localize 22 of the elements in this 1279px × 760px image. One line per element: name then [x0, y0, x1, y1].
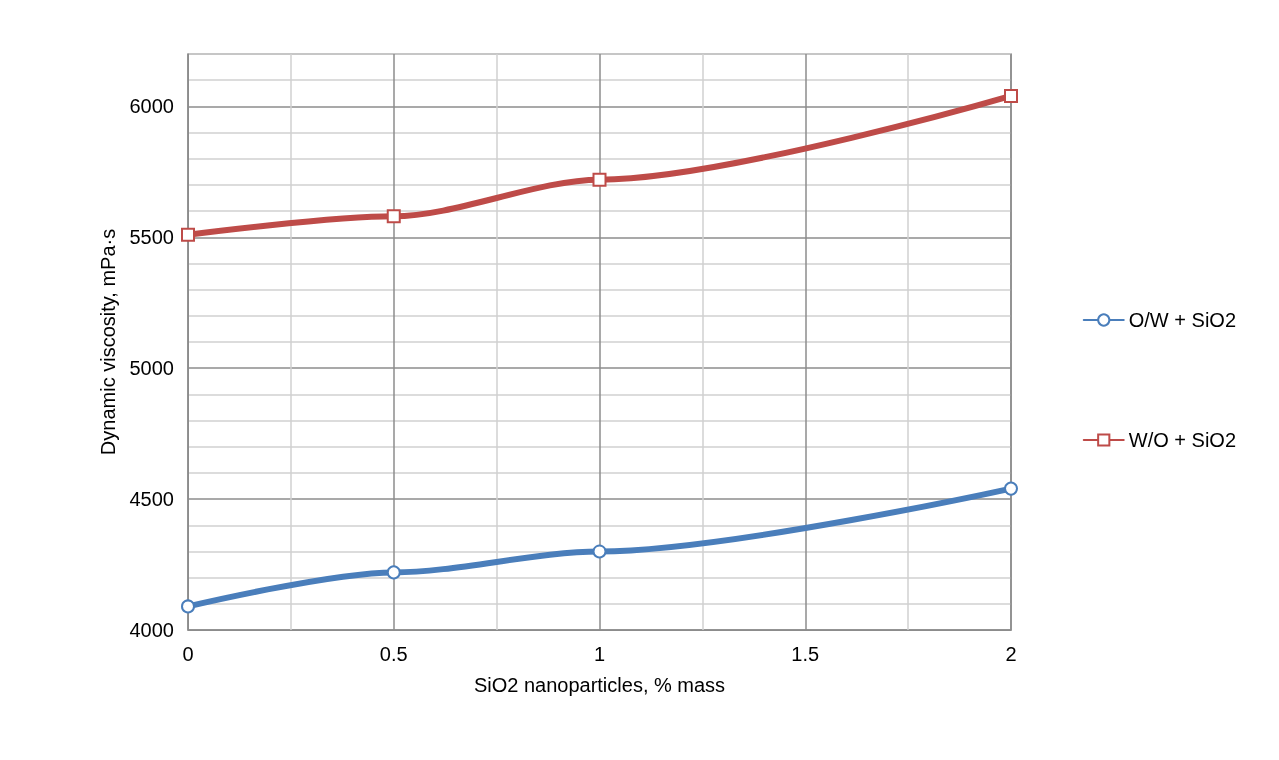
point [386, 565, 401, 580]
x-tick-label: 0 [182, 643, 194, 665]
x-tick-label: 2 [1005, 643, 1017, 665]
y-tick-label: 4000 [129, 619, 174, 641]
y-axis-title: Dynamic viscosity, mPa·s [97, 228, 119, 456]
y-tick-label: 5000 [129, 357, 174, 380]
point [592, 172, 607, 187]
point [592, 544, 607, 559]
point [1004, 481, 1018, 496]
point [181, 599, 195, 614]
x-tick-label: 1.5 [791, 643, 820, 665]
point [181, 227, 195, 242]
y-tick-label: 4500 [129, 488, 174, 511]
x-tick-label: 0.5 [379, 643, 408, 665]
y-tick-label: 5500 [129, 226, 174, 249]
y-tick-label: 6000 [129, 95, 174, 118]
legend-label: O/W + SiO2 [1128, 309, 1236, 331]
x-axis-title: SiO2 nanoparticles, % mass [473, 674, 726, 696]
x-tick-label: 1 [593, 643, 606, 665]
point [1004, 88, 1018, 103]
legend-label: W/O + SiO2 [1128, 429, 1236, 451]
point [386, 209, 401, 224]
